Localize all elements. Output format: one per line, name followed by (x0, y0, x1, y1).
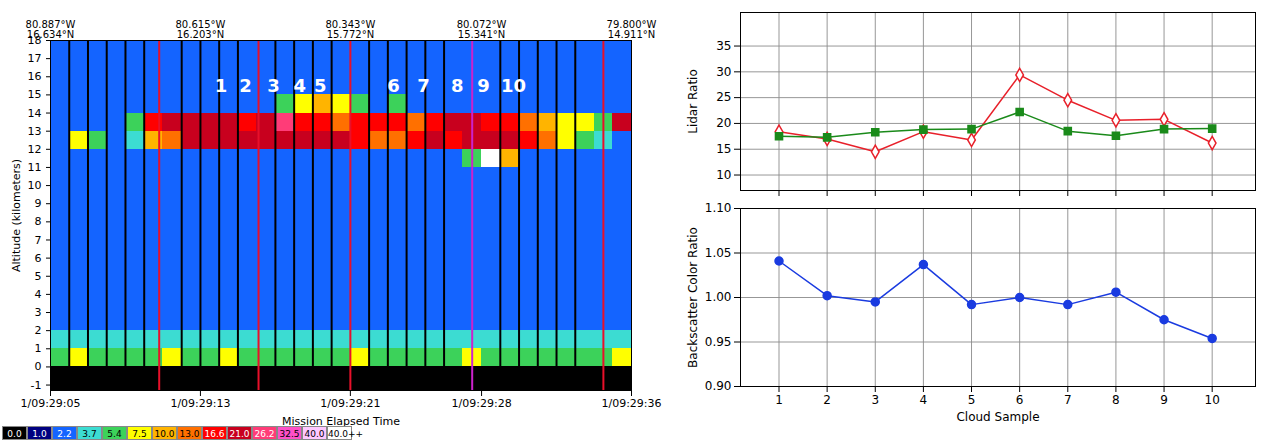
svg-text:2: 2 (35, 324, 42, 337)
svg-text:9: 9 (35, 197, 42, 210)
svg-text:Cloud Sample: Cloud Sample (956, 410, 1039, 424)
svg-text:30: 30 (716, 65, 731, 79)
svg-text:5: 5 (35, 270, 42, 283)
svg-text:4: 4 (294, 75, 307, 96)
svg-text:3: 3 (871, 393, 879, 407)
svg-text:17: 17 (28, 52, 42, 65)
svg-text:3: 3 (267, 75, 280, 96)
svg-text:80.615°W16.203°N: 80.615°W16.203°N (175, 19, 225, 40)
svg-text:Backscatter Color Ratio: Backscatter Color Ratio (686, 227, 700, 368)
svg-text:1/09:29:28: 1/09:29:28 (452, 397, 512, 410)
svg-text:13: 13 (28, 125, 42, 138)
svg-text:0.95: 0.95 (705, 335, 732, 349)
svg-text:12: 12 (28, 143, 42, 156)
svg-text:20: 20 (716, 116, 731, 130)
svg-text:35: 35 (716, 39, 731, 53)
svg-text:5: 5 (968, 393, 976, 407)
svg-text:1/09:29:21: 1/09:29:21 (320, 397, 380, 410)
svg-text:0.90: 0.90 (705, 379, 732, 393)
svg-text:9: 9 (477, 75, 490, 96)
svg-text:2: 2 (239, 75, 252, 96)
svg-text:10: 10 (501, 75, 526, 96)
svg-text:Altitude (kilometers): Altitude (kilometers) (10, 159, 23, 272)
svg-text:4: 4 (35, 288, 42, 301)
svg-text:Mission Elapsed Time: Mission Elapsed Time (282, 415, 400, 427)
svg-text:1.10: 1.10 (705, 201, 732, 215)
svg-text:15: 15 (716, 142, 731, 156)
svg-text:7: 7 (35, 234, 42, 247)
svg-text:8: 8 (1112, 393, 1120, 407)
svg-text:16: 16 (28, 70, 42, 83)
svg-text:6: 6 (387, 75, 400, 96)
svg-text:7: 7 (1064, 393, 1072, 407)
svg-text:11: 11 (28, 161, 42, 174)
svg-text:25: 25 (716, 90, 731, 104)
svg-text:2: 2 (823, 393, 831, 407)
svg-text:1/09:29:36: 1/09:29:36 (601, 397, 661, 410)
svg-text:14: 14 (28, 107, 42, 120)
svg-text:1.00: 1.00 (705, 290, 732, 304)
svg-text:1/09:29:13: 1/09:29:13 (170, 397, 230, 410)
svg-text:5: 5 (314, 75, 327, 96)
svg-text:7: 7 (417, 75, 430, 96)
svg-text:1/09:29:05: 1/09:29:05 (20, 397, 80, 410)
svg-text:1: 1 (775, 393, 783, 407)
svg-text:3: 3 (35, 306, 42, 319)
svg-text:15: 15 (28, 88, 42, 101)
svg-text:1: 1 (215, 75, 228, 96)
svg-text:10: 10 (28, 179, 42, 192)
svg-text:6: 6 (1016, 393, 1024, 407)
svg-text:8: 8 (35, 215, 42, 228)
svg-text:Lidar Ratio: Lidar Ratio (686, 69, 700, 134)
svg-text:79.800°W14.911°N: 79.800°W14.911°N (607, 19, 657, 40)
svg-text:1.05: 1.05 (705, 246, 732, 260)
svg-text:10: 10 (1205, 393, 1220, 407)
svg-text:1: 1 (35, 342, 42, 355)
svg-text:4: 4 (920, 393, 928, 407)
svg-text:-1: -1 (31, 379, 42, 392)
svg-text:18: 18 (28, 34, 42, 47)
svg-text:80.343°W15.772°N: 80.343°W15.772°N (325, 19, 375, 40)
svg-text:9: 9 (1160, 393, 1168, 407)
svg-text:8: 8 (451, 75, 464, 96)
svg-text:80.072°W15.341°N: 80.072°W15.341°N (457, 19, 507, 40)
svg-text:10: 10 (716, 168, 731, 182)
svg-text:6: 6 (35, 252, 42, 265)
svg-text:0: 0 (35, 360, 42, 373)
